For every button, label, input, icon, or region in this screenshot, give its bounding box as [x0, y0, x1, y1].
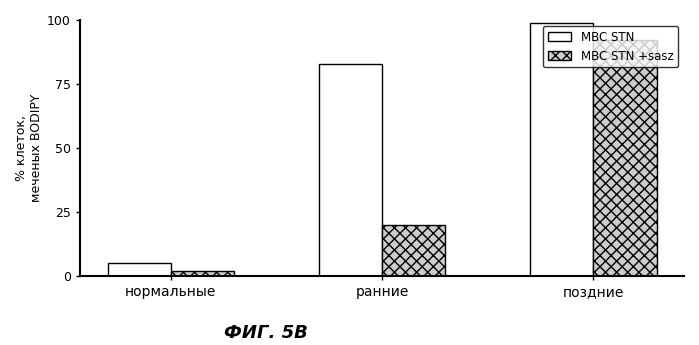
Bar: [530, 22, 593, 276]
Bar: [108, 263, 171, 276]
Bar: [319, 63, 382, 276]
Bar: [382, 225, 445, 276]
Text: ФИГ. 5В: ФИГ. 5В: [224, 324, 308, 342]
Bar: [593, 40, 656, 276]
Legend: MBC STN, MBC STN +sasz: MBC STN, MBC STN +sasz: [543, 26, 678, 67]
Bar: [171, 271, 234, 276]
Y-axis label: % клеток,
меченых BODIPY: % клеток, меченых BODIPY: [15, 94, 43, 202]
